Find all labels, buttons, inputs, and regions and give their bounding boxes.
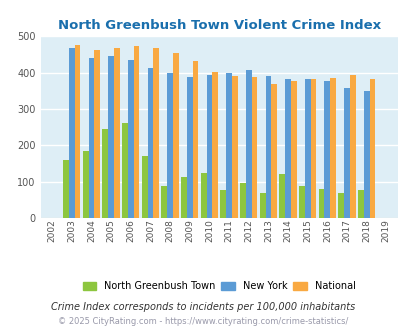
Bar [363,91,369,218]
Bar [290,81,296,218]
Text: Crime Index corresponds to incidents per 100,000 inhabitants: Crime Index corresponds to incidents per… [51,302,354,312]
Bar [128,60,133,218]
Bar [173,52,178,218]
Bar [324,81,329,218]
Bar [245,70,251,218]
Bar [122,123,128,218]
Bar [153,48,159,218]
Bar [200,173,206,218]
Bar [75,45,80,218]
Bar [206,75,212,218]
Bar [337,193,343,218]
Bar [161,186,167,218]
Bar [271,84,276,218]
Bar [186,77,192,218]
Bar [251,77,257,218]
Bar [304,80,310,218]
Title: North Greenbush Town Violent Crime Index: North Greenbush Town Violent Crime Index [58,19,380,32]
Bar [108,56,114,218]
Bar [226,73,231,218]
Bar [284,79,290,218]
Bar [167,73,173,218]
Bar [349,75,355,218]
Text: © 2025 CityRating.com - https://www.cityrating.com/crime-statistics/: © 2025 CityRating.com - https://www.city… [58,317,347,326]
Bar [239,183,245,218]
Bar [114,48,119,218]
Bar [102,129,108,218]
Bar [141,156,147,218]
Bar [181,177,186,218]
Bar [94,50,100,218]
Bar [220,190,226,218]
Bar [212,72,217,218]
Bar [133,46,139,218]
Bar [329,78,335,218]
Bar [231,76,237,218]
Bar [343,88,349,218]
Bar [369,79,374,218]
Bar [298,186,304,218]
Bar [357,190,363,218]
Bar [318,189,324,218]
Legend: North Greenbush Town, New York, National: North Greenbush Town, New York, National [79,277,358,295]
Bar [259,193,265,218]
Bar [63,160,69,218]
Bar [310,79,315,218]
Bar [192,61,198,218]
Bar [279,174,284,218]
Bar [88,58,94,218]
Bar [69,48,75,218]
Bar [147,68,153,218]
Bar [265,76,271,218]
Bar [83,151,88,218]
